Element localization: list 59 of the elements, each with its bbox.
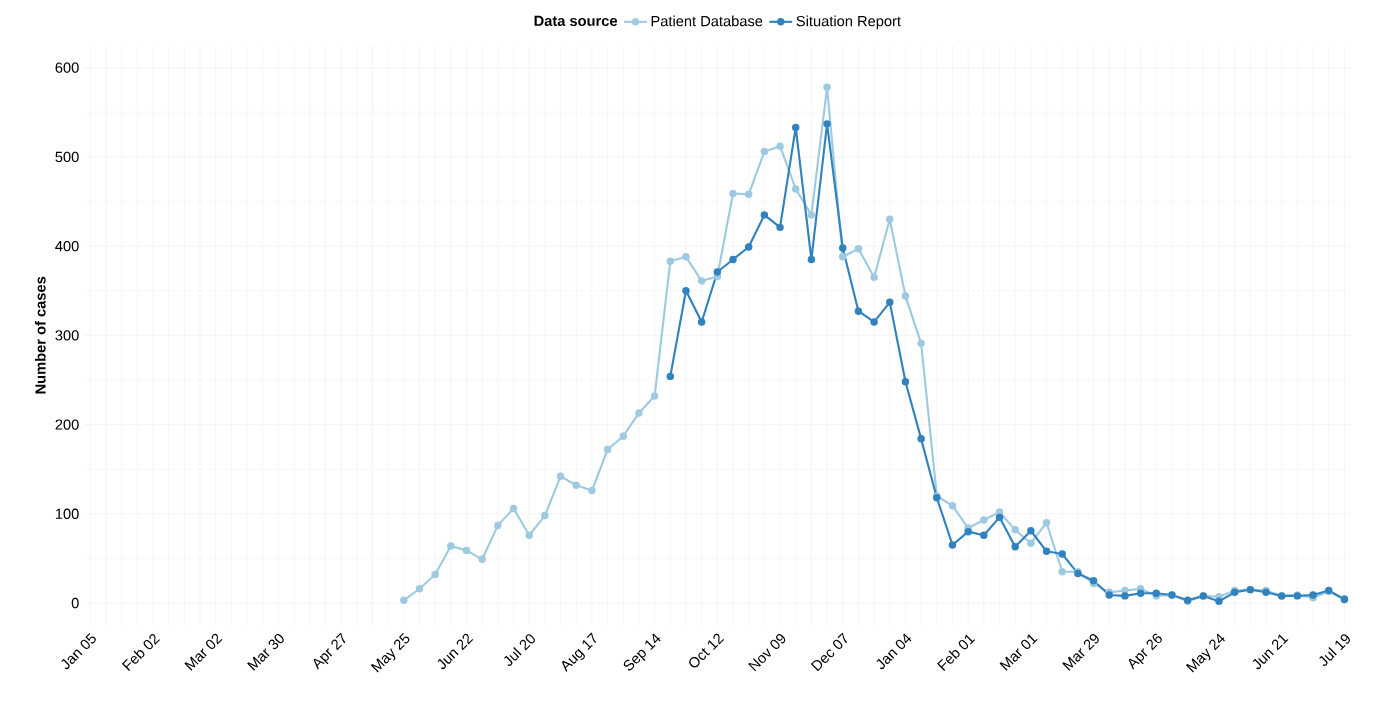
x-tick-label: Feb 02 bbox=[121, 634, 160, 671]
y-tick-label: 200 bbox=[55, 419, 79, 430]
legend-title: Data source bbox=[534, 15, 618, 27]
point bbox=[1027, 527, 1035, 535]
point bbox=[870, 318, 878, 326]
point bbox=[744, 243, 753, 251]
point bbox=[1042, 547, 1051, 556]
point bbox=[1058, 550, 1066, 558]
legend-label: Patient Database bbox=[651, 15, 763, 27]
point bbox=[839, 244, 847, 252]
x-tick-label: Feb 01 bbox=[937, 634, 976, 671]
point bbox=[1215, 597, 1223, 605]
x-tick-label: Mar 30 bbox=[247, 633, 284, 671]
x-tick-label: Apr 27 bbox=[313, 632, 346, 670]
x-tick-label: Aug 17 bbox=[561, 632, 597, 672]
point bbox=[964, 527, 972, 536]
x-tick-label: Mar 02 bbox=[184, 633, 223, 671]
point bbox=[1136, 589, 1145, 597]
point bbox=[823, 120, 831, 128]
point bbox=[713, 268, 722, 276]
point bbox=[995, 513, 1004, 522]
point bbox=[791, 123, 800, 132]
y-tick-label: 500 bbox=[55, 151, 79, 163]
x-tick-label: Jan 05 bbox=[61, 632, 96, 670]
point bbox=[917, 435, 925, 443]
x-tick-label: Jun 22 bbox=[437, 633, 474, 670]
x-tick-label: Jan 04 bbox=[876, 633, 912, 670]
point bbox=[854, 307, 863, 315]
point bbox=[807, 255, 816, 264]
y-tick-label: 600 bbox=[55, 62, 79, 73]
y-axis-title: Number of cases bbox=[34, 276, 46, 394]
y-tick-label: 300 bbox=[55, 330, 79, 341]
x-tick-label: Apr 26 bbox=[1128, 633, 1162, 670]
point bbox=[776, 223, 784, 232]
x-tick-label: May 24 bbox=[1185, 633, 1225, 673]
y-tick-label: 400 bbox=[55, 240, 79, 252]
point bbox=[697, 318, 706, 326]
y-tick-label: 0 bbox=[71, 597, 79, 609]
x-tick-label: Jul 19 bbox=[1319, 634, 1350, 666]
y-tick-label: 100 bbox=[55, 508, 79, 519]
x-tick-label: Mar 01 bbox=[999, 634, 1038, 671]
point bbox=[666, 372, 675, 381]
x-tick-label: Sep 14 bbox=[623, 633, 661, 671]
x-tick-label: Jul 20 bbox=[504, 634, 535, 666]
point bbox=[980, 531, 988, 539]
x-tick-label: Mar 29 bbox=[1062, 633, 1099, 671]
point bbox=[948, 541, 957, 549]
point bbox=[1011, 543, 1019, 551]
legend-label: Situation Report bbox=[796, 15, 901, 30]
point bbox=[682, 286, 690, 295]
point bbox=[901, 378, 910, 386]
point bbox=[729, 255, 737, 264]
x-tick-label: Nov 09 bbox=[748, 633, 786, 672]
x-tick-label: Dec 07 bbox=[810, 632, 848, 672]
x-tick-label: Oct 12 bbox=[689, 633, 725, 668]
point bbox=[760, 211, 769, 219]
x-tick-label: Jun 21 bbox=[1252, 634, 1289, 670]
point bbox=[886, 298, 894, 307]
point bbox=[1121, 592, 1129, 600]
